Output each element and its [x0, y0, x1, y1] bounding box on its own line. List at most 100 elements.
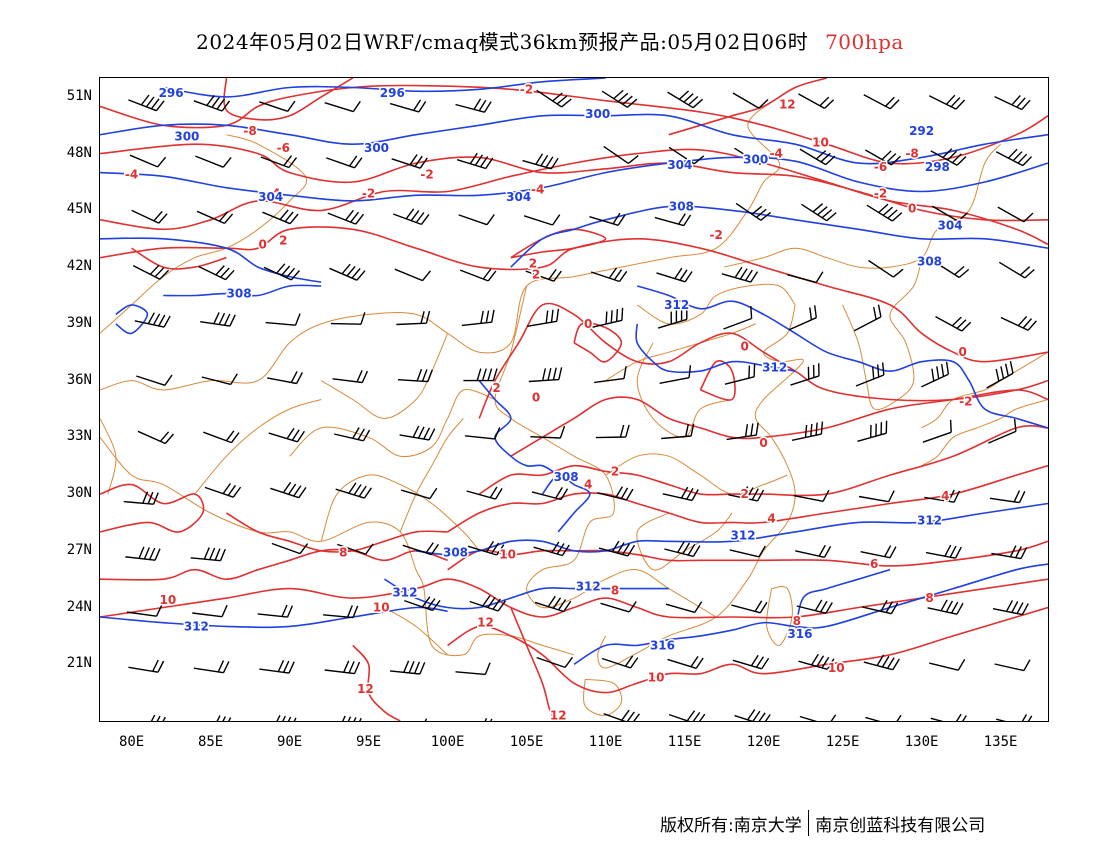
- title-pressure-level: 700hpa: [825, 30, 904, 54]
- height-contour: [115, 304, 149, 335]
- wind-barb: [726, 422, 759, 441]
- wind-barb: [394, 268, 432, 282]
- temperature-contour: [100, 548, 448, 581]
- longitude-tick-label: 100E: [430, 734, 465, 750]
- wind-barb: [667, 656, 704, 669]
- wind-barb: [332, 370, 369, 384]
- height-contour: [415, 502, 1048, 556]
- height-contour: [636, 285, 1048, 429]
- wind-barb: [134, 312, 171, 328]
- temperature-contour: [100, 483, 205, 533]
- border-line: [194, 399, 322, 495]
- temperature-contour-label: -4: [770, 147, 783, 161]
- temperature-contour-label: 8: [611, 584, 619, 598]
- wind-barb: [396, 310, 431, 326]
- height-contour: [100, 606, 448, 629]
- wind-barb: [265, 313, 301, 326]
- wind-barb: [198, 265, 235, 281]
- height-contour-label: 312: [917, 514, 942, 528]
- wind-barb: [330, 312, 366, 325]
- wind-barb: [601, 655, 639, 669]
- latitude-tick-label: 45N: [66, 201, 92, 218]
- wind-barb: [595, 424, 630, 439]
- wind-barb: [455, 662, 491, 676]
- wind-barb: [795, 544, 832, 558]
- height-contour-label: 308: [554, 470, 579, 484]
- company-text: 南京创蓝科技有限公司: [815, 815, 986, 836]
- wind-barb: [995, 148, 1033, 167]
- wind-barb: [128, 659, 165, 673]
- temperature-contour-label: 10: [648, 671, 665, 685]
- wind-barb: [459, 268, 497, 282]
- temperature-contour-label: -2: [362, 186, 375, 200]
- height-contour: [573, 563, 1048, 665]
- wind-barb: [798, 93, 835, 110]
- wind-barb: [799, 714, 837, 721]
- temperature-contour: [668, 78, 828, 136]
- wind-barb: [921, 361, 950, 388]
- height-contour-label: 312: [731, 529, 756, 543]
- wind-barb: [323, 605, 359, 619]
- wind-barb: [796, 599, 833, 614]
- temperature-contour-label: 12: [357, 682, 374, 696]
- temperature-contour: [100, 148, 1048, 246]
- height-contour: [635, 323, 796, 374]
- wind-barb: [855, 362, 885, 387]
- border-line: [636, 342, 733, 438]
- wind-barb: [137, 430, 175, 445]
- height-contour: [794, 568, 891, 637]
- latitude-tick-label: 39N: [66, 314, 92, 331]
- wind-barb: [986, 360, 1014, 389]
- wind-barb: [389, 99, 427, 113]
- height-contour: [100, 156, 1048, 202]
- wind-barb: [204, 483, 242, 498]
- wind-barb: [728, 486, 765, 502]
- height-contour-label: 308: [227, 287, 252, 301]
- temperature-contour-label: 4: [584, 478, 592, 492]
- wind-barb: [270, 481, 307, 499]
- wind-barb: [268, 427, 305, 443]
- wind-barb: [791, 421, 824, 441]
- height-contour-label: 316: [650, 638, 675, 652]
- wind-barb: [461, 309, 495, 327]
- height-contour: [100, 113, 1048, 165]
- wind-barb: [259, 660, 295, 674]
- temperature-contour: [100, 84, 1048, 165]
- wind-barb: [464, 427, 501, 440]
- temperature-contour-label: 2: [492, 381, 500, 395]
- border-line: [921, 351, 1048, 429]
- wind-barb: [667, 90, 703, 109]
- height-contour-label: 304: [667, 158, 692, 172]
- border-line: [921, 399, 1048, 467]
- temperature-contour-label: 2: [532, 268, 540, 282]
- wind-barb: [533, 541, 570, 557]
- wind-barb: [930, 148, 967, 166]
- temperature-contour-label: -2: [710, 228, 723, 242]
- longitude-tick-label: 85E: [197, 734, 224, 750]
- border-line: [100, 96, 781, 391]
- wind-barb: [402, 542, 439, 556]
- wind-barb: [659, 365, 692, 384]
- wind-barb: [930, 713, 967, 721]
- wind-barb: [721, 266, 759, 283]
- longitude-tick-label: 105E: [509, 734, 544, 750]
- wind-barb: [858, 490, 895, 503]
- temperature-contour-label: -8: [905, 147, 918, 161]
- temperature-contour-label: -2: [420, 167, 433, 181]
- wind-barb: [466, 486, 503, 500]
- latitude-tick-label: 27N: [66, 541, 92, 558]
- wind-barb: [136, 374, 173, 386]
- wind-barb: [126, 604, 163, 617]
- border-line: [320, 474, 480, 552]
- plot-frame: [99, 77, 1049, 722]
- wind-barb: [925, 544, 962, 559]
- wind-barb: [735, 202, 772, 221]
- wind-barb: [329, 263, 366, 281]
- wind-barb: [935, 315, 972, 332]
- temperature-contour-label: 6: [870, 557, 878, 571]
- temperature-contour-label: 12: [779, 97, 796, 111]
- temperature-contour-label: 2: [611, 464, 619, 478]
- wind-barb: [928, 94, 966, 110]
- temperature-contour-label: -4: [267, 186, 280, 200]
